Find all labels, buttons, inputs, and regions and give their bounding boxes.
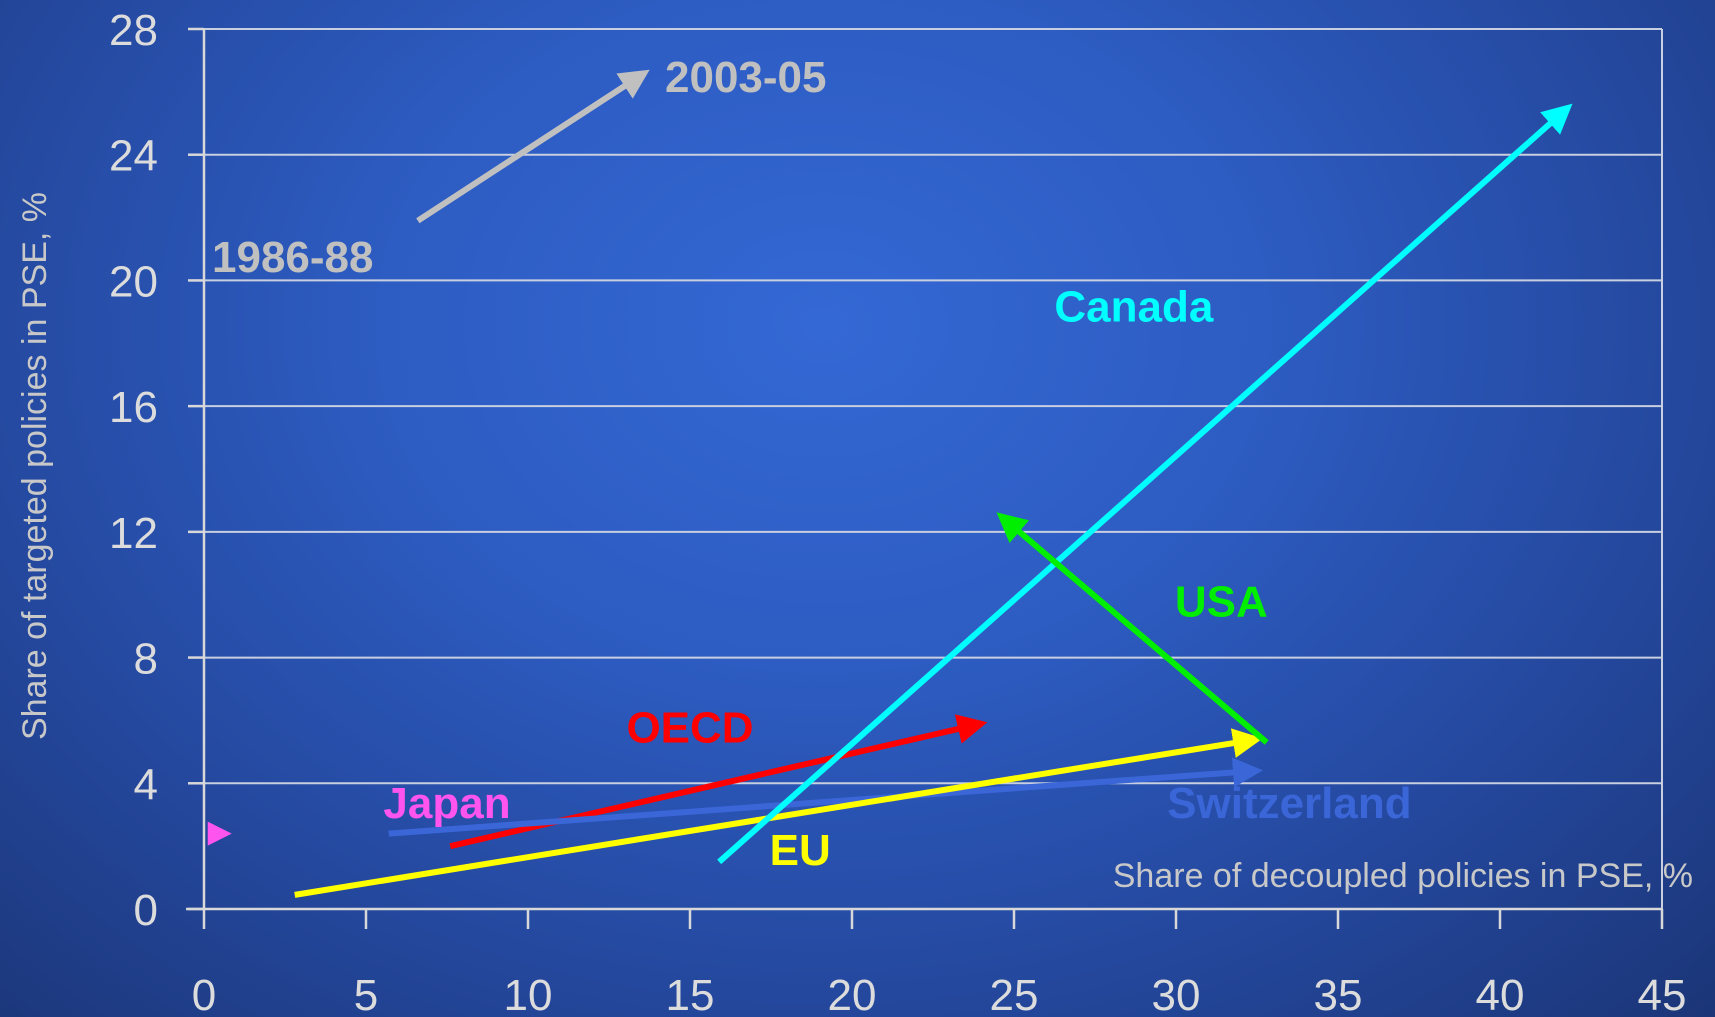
y-tick-label-24: 24	[109, 132, 158, 181]
y-tick-label-16: 16	[109, 383, 158, 432]
series-label-usa: USA	[1175, 578, 1268, 627]
legend-end-label: 2003-05	[665, 53, 826, 102]
series-labels: 1986-88 2003-05 Japan OECD Switzerland EU Cana…	[212, 53, 1412, 875]
series-arrow-oecd	[449, 714, 988, 850]
series-label-oecd: OECD	[626, 703, 753, 752]
x-tick-label-35: 35	[1314, 971, 1363, 1017]
x-tick-label-0: 0	[192, 971, 216, 1017]
x-tick-label-40: 40	[1476, 971, 1525, 1017]
y-tick-label-4: 4	[134, 760, 158, 809]
x-tick-label-5: 5	[354, 971, 378, 1017]
series-arrow-canada	[717, 103, 1573, 865]
series-label-canada: Canada	[1054, 282, 1213, 331]
x-tick-label-10: 10	[504, 971, 553, 1017]
series-arrow-eu	[294, 728, 1263, 898]
y-tick-label-12: 12	[109, 509, 158, 558]
y-axis-title: Share of targeted policies in PSE, %	[16, 192, 54, 740]
x-tick-label-30: 30	[1152, 971, 1201, 1017]
legend-start-label: 1986-88	[212, 233, 373, 282]
series-arrow-switzerland	[388, 757, 1263, 837]
legend-arrow	[416, 69, 650, 224]
x-tick-label-20: 20	[828, 971, 877, 1017]
axes: 0 4 8 12 16 20 24 28 0 5 10 15 20 25 30 35 40 45	[109, 6, 1686, 1017]
y-tick-label-20: 20	[109, 257, 158, 306]
series-arrow-usa	[996, 512, 1269, 745]
grid-lines	[204, 28, 1663, 909]
y-tick-label-28: 28	[109, 6, 158, 55]
y-tick-label-8: 8	[134, 635, 158, 684]
series-label-switzerland: Switzerland	[1167, 779, 1412, 828]
series-arrows	[207, 69, 1573, 898]
x-tick-label-25: 25	[990, 971, 1039, 1017]
x-tick-label-15: 15	[666, 971, 715, 1017]
series-arrow-japan	[207, 821, 232, 846]
x-tick-label-45: 45	[1638, 971, 1687, 1017]
series-label-japan: Japan	[383, 779, 510, 828]
y-tick-label-0: 0	[134, 886, 158, 935]
series-label-eu: EU	[770, 826, 831, 875]
x-axis-title: Share of decoupled policies in PSE, %	[1113, 857, 1693, 895]
